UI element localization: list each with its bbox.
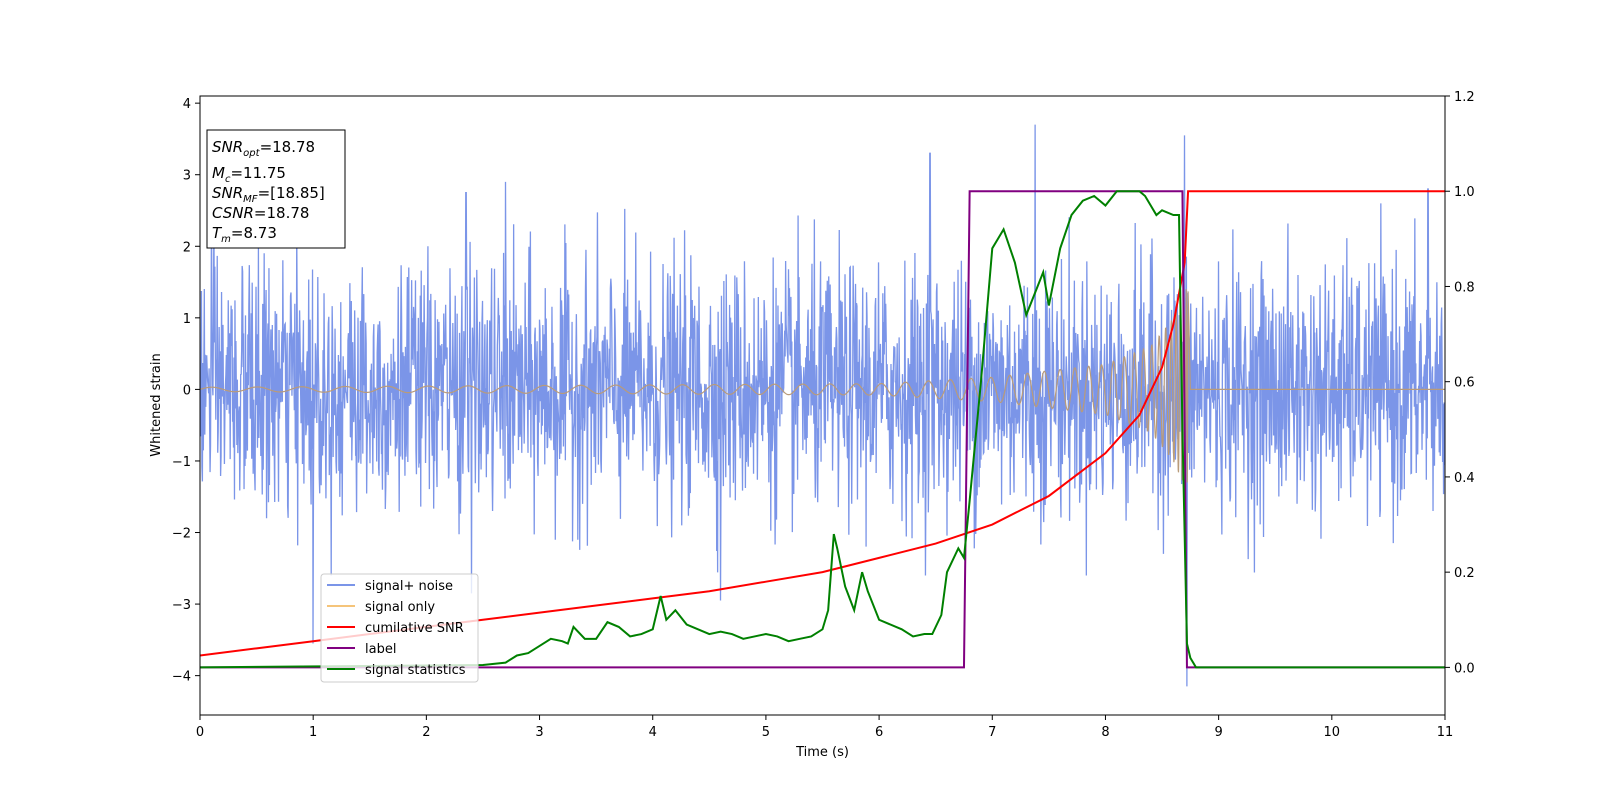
y-left-tick-label: 0 [183, 383, 191, 398]
x-tick-label: 10 [1324, 725, 1341, 740]
y-right-tick-label: 0.8 [1454, 280, 1475, 295]
legend-label: label [365, 642, 396, 657]
y-left-tick-label: 3 [183, 169, 191, 184]
x-tick-label: 3 [535, 725, 543, 740]
legend-item-signal-only: signal only [327, 600, 435, 615]
series-signal-statistics-line [200, 190, 1445, 669]
y-right-tick-label: 1.2 [1454, 90, 1475, 105]
annotation-line-snr-mf: SNRMF=[18.85] [212, 184, 325, 205]
y-right-tick-label: 0.4 [1454, 471, 1475, 486]
annotation-line-mc: Mc=11.75 [212, 164, 286, 185]
x-tick-label: 8 [1101, 725, 1109, 740]
y-right-tick-label: 0.6 [1454, 376, 1475, 391]
x-tick-label: 7 [988, 725, 996, 740]
y-left-tick-label: 1 [183, 312, 191, 327]
x-axis-label: Time (s) [795, 745, 849, 760]
annotation-box: SNRopt=18.78 Mc=11.75 SNRMF=[18.85] CSNR… [206, 129, 346, 249]
x-tick-label: 5 [762, 725, 770, 740]
legend-label: signal+ noise [365, 579, 453, 594]
y-left-tick-label: −3 [172, 598, 191, 613]
y-left-tick-label: −2 [172, 527, 191, 542]
legend-item-signal-noise: signal+ noise [327, 579, 453, 594]
y-left-tick-label: −4 [172, 670, 191, 685]
x-tick-label: 1 [309, 725, 317, 740]
x-tick-label: 11 [1437, 725, 1454, 740]
series-signal-only-line [200, 289, 1445, 490]
x-tick-label: 2 [422, 725, 430, 740]
plot-frame [199, 95, 1446, 716]
y-right-tick-label: 0.0 [1454, 661, 1475, 676]
annotation-line-csnr: CSNR=18.78 [212, 204, 309, 222]
x-tick-label: 9 [1214, 725, 1222, 740]
series-signal-noise-line [200, 124, 1445, 687]
legend-label: cumilative SNR [365, 621, 464, 636]
annotation-line-snr-opt: SNRopt=18.78 [212, 138, 315, 159]
legend: signal+ noise signal only cumilative SNR… [320, 573, 479, 683]
y-right-tick-label: 1.0 [1454, 185, 1475, 200]
y-right-tick-label: 0.2 [1454, 566, 1475, 581]
legend-item-cumilative-snr: cumilative SNR [327, 621, 464, 636]
y-left-tick-label: 2 [183, 240, 191, 255]
legend-item-signal-statistics: signal statistics [327, 663, 466, 678]
legend-label: signal only [365, 600, 435, 615]
x-tick-label: 0 [196, 725, 204, 740]
x-tick-label: 4 [649, 725, 657, 740]
y-left-tick-label: 4 [183, 97, 191, 112]
x-tick-label: 6 [875, 725, 883, 740]
y-left-tick-label: −1 [172, 455, 191, 470]
legend-label: signal statistics [365, 663, 466, 678]
legend-item-label: label [327, 642, 396, 657]
y-axis-label-left: Whitened strain [149, 353, 164, 456]
annotation-line-tm: Tm=8.73 [212, 224, 277, 245]
